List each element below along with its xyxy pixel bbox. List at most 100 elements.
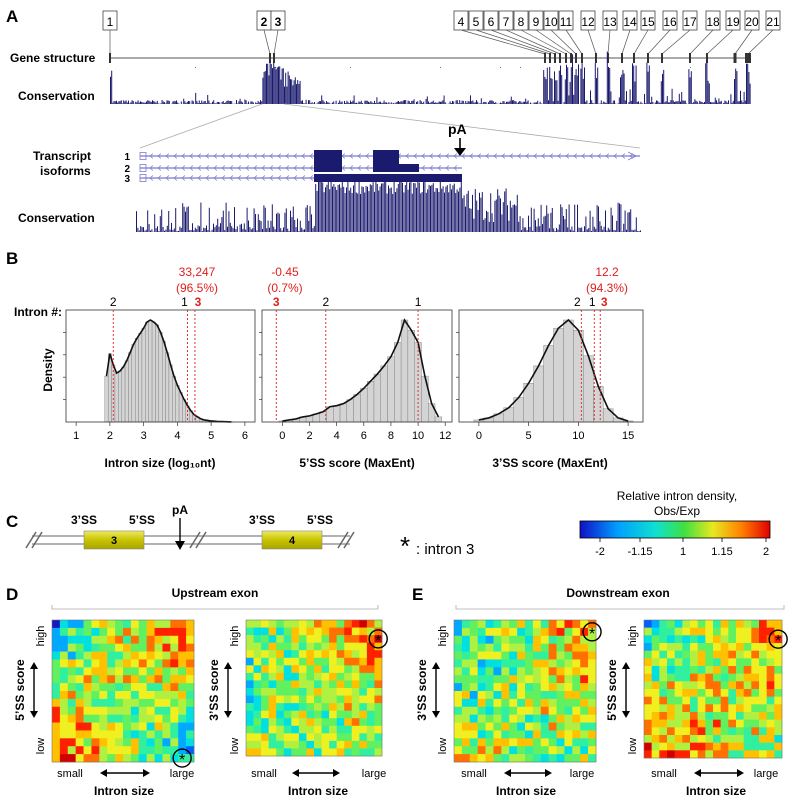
heatmap-cell [186, 722, 195, 731]
conservation-bar [260, 221, 262, 232]
x-tick-label: 6 [361, 430, 367, 442]
heatmap-cell [588, 667, 597, 676]
conservation-bar [291, 217, 293, 232]
heatmap-cell [751, 719, 760, 728]
heatmap-cell [501, 620, 510, 629]
exon-number-label: 1 [107, 15, 114, 29]
exon-3-label: 3 [111, 535, 117, 547]
heatmap-cell [751, 704, 760, 713]
heatmap-cell [162, 627, 171, 637]
conservation-bar [428, 101, 429, 104]
heatmap-cell [736, 742, 744, 751]
heatmap-cell [728, 666, 737, 674]
conservation-bar [619, 203, 620, 232]
heatmap-cell [728, 727, 737, 736]
heatmap-cell [178, 620, 187, 629]
conservation-bar [131, 100, 133, 104]
conservation-bar [136, 102, 138, 104]
heatmap-cell [674, 650, 683, 659]
gene-exon [607, 53, 609, 63]
heatmap-cell [75, 738, 84, 747]
conservation-bar [138, 230, 140, 232]
heatmap-cell [291, 710, 300, 719]
conservation-bar [504, 191, 506, 232]
colorbar-ticks: -2 -1.15 1 1.15 2 [595, 538, 769, 558]
d1-large: large [170, 768, 194, 780]
heatmap-cell [454, 635, 463, 644]
conservation-bar [350, 187, 352, 232]
conservation-bar [203, 227, 205, 232]
conservation-bar [417, 101, 419, 104]
conservation-bar [264, 71, 266, 104]
heatmap-cell [83, 675, 92, 684]
heatmap-downstream-3ss: * [453, 619, 602, 763]
ss3-label-1: 3’SS [71, 513, 97, 527]
heatmap-cell [298, 650, 307, 659]
heatmap-cell [454, 659, 463, 668]
conservation-bar [397, 183, 399, 232]
conservation-bar [404, 100, 405, 104]
heatmap-cell [154, 691, 163, 700]
heatmap-cell [306, 725, 315, 734]
heatmap-cell [178, 627, 187, 637]
heatmap-cell [682, 666, 691, 674]
heatmap-cell [477, 627, 486, 637]
conservation-bar [530, 207, 532, 232]
conservation-bar [405, 100, 407, 104]
gene-exon [269, 53, 271, 63]
heatmap-cell [321, 642, 330, 651]
conservation-bar [235, 229, 237, 232]
conservation-bar [512, 204, 514, 232]
heatmap-cell [572, 675, 581, 684]
heatmap-cell [759, 719, 767, 728]
heatmap-cell [532, 675, 542, 684]
conservation-bar [288, 230, 290, 232]
conservation-bar [644, 94, 645, 104]
heatmap-cell [83, 746, 92, 755]
plot-frame [261, 309, 453, 423]
isoform-arrow [245, 153, 250, 159]
heatmap-cell [52, 651, 61, 660]
heatmap-cell [298, 665, 307, 674]
conservation-bar [304, 103, 306, 104]
heatmap-cell [501, 698, 510, 708]
conservation-bar [586, 100, 588, 104]
heatmap-cell [477, 706, 486, 715]
heatmap-cell [75, 706, 84, 715]
heatmap-cell [99, 635, 108, 644]
heatmap-cell [291, 635, 300, 643]
heatmap-cell [253, 620, 262, 628]
gene-structure-label: Gene structure [10, 51, 96, 65]
heatmap-cell [532, 746, 542, 755]
heatmap-cell [461, 635, 471, 644]
heatmap-cell [728, 658, 737, 667]
heatmap-cell [540, 675, 549, 684]
conservation-bar [393, 102, 395, 104]
isoform-arrow [621, 153, 626, 159]
conservation-bar [712, 102, 714, 104]
heatmap-cell [138, 683, 147, 692]
colorbar-title-2: Obs/Exp [654, 504, 700, 518]
conservation-bar [410, 103, 411, 104]
conservation-bar [290, 210, 291, 232]
conservation-bar [522, 101, 524, 104]
isoform-arrow [149, 165, 154, 171]
heatmap-cell [268, 718, 277, 727]
heatmap-cell [713, 704, 721, 713]
isoform-arrow [565, 153, 570, 159]
conservation-bar [409, 182, 410, 232]
heatmap-cell [493, 659, 502, 668]
conservation-bar [111, 70, 113, 104]
conservation-bar [141, 227, 143, 232]
heatmap-cell [115, 714, 124, 723]
heatmap-cell [509, 651, 518, 660]
heatmap-cell [99, 706, 108, 715]
heatmap-cell [146, 659, 155, 668]
intron-3-circle [582, 622, 602, 642]
conservation-bar [608, 66, 609, 104]
heatmap-cell [170, 722, 179, 731]
heatmap-cell [564, 714, 573, 723]
intron-3-star: * [775, 633, 781, 650]
heatmap-cell [83, 706, 92, 715]
exon-number-label: 12 [581, 15, 595, 29]
